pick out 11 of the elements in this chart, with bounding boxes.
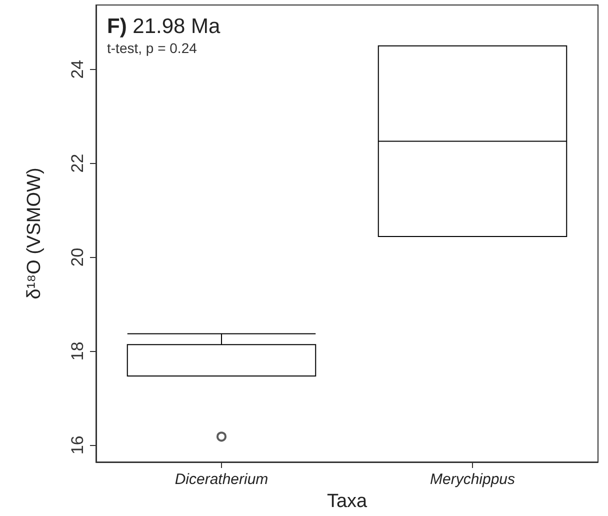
text: F) 21.98 Ma — [107, 15, 221, 38]
text: t-test, p = 0.24 — [107, 40, 198, 56]
y-tick-label: 22 — [68, 154, 87, 173]
y-tick-label: 18 — [68, 342, 87, 361]
y-tick-label: 16 — [68, 436, 87, 455]
y-tick-label: 24 — [68, 60, 87, 79]
x-tick-label: Merychippus — [430, 471, 516, 488]
y-axis-title: δ¹⁸O (VSMOW) — [24, 168, 45, 300]
y-tick-label: 20 — [68, 248, 87, 267]
x-tick-label: Diceratherium — [174, 471, 268, 488]
x-axis-title: Taxa — [326, 491, 368, 512]
